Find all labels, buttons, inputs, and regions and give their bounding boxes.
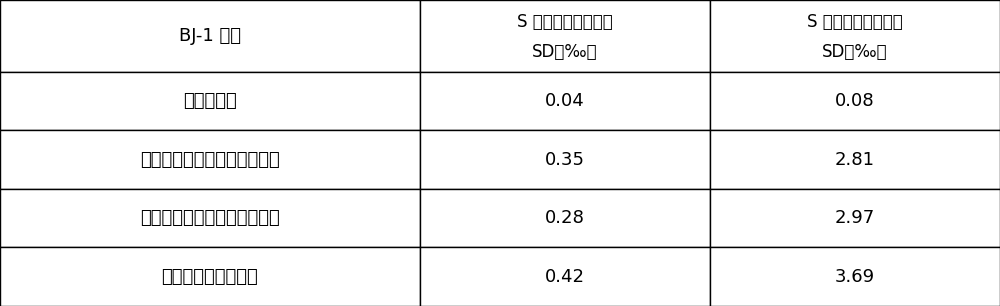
Text: 3.69: 3.69: [835, 268, 875, 286]
Text: 离子排斥板和四级杆电压过高: 离子排斥板和四级杆电压过高: [140, 209, 280, 227]
Bar: [420, 130, 710, 189]
Bar: [0, 189, 420, 248]
Text: 2.81: 2.81: [835, 151, 875, 169]
Text: S 同位素分析准确性: S 同位素分析准确性: [517, 13, 613, 31]
Bar: [710, 72, 1000, 130]
Bar: [420, 248, 710, 306]
Bar: [0, 248, 420, 306]
Bar: [420, 72, 710, 130]
Bar: [710, 248, 1000, 306]
Bar: [0, 0, 420, 72]
Text: 0.08: 0.08: [835, 92, 875, 110]
Text: 本发明方法: 本发明方法: [183, 92, 237, 110]
Text: BJ-1 小麦: BJ-1 小麦: [179, 27, 241, 45]
Text: 0.35: 0.35: [545, 151, 585, 169]
Text: SD（‰）: SD（‰）: [822, 43, 888, 61]
Bar: [710, 130, 1000, 189]
Text: 常规二氧化硫分析法: 常规二氧化硫分析法: [162, 268, 258, 286]
Text: S 同位素分析稳定性: S 同位素分析稳定性: [807, 13, 903, 31]
Text: 0.28: 0.28: [545, 209, 585, 227]
Bar: [420, 0, 710, 72]
Bar: [710, 0, 1000, 72]
Bar: [0, 130, 420, 189]
Text: 0.04: 0.04: [545, 92, 585, 110]
Bar: [0, 72, 420, 130]
Bar: [710, 189, 1000, 248]
Text: 离子排斥板和四级杆电压过低: 离子排斥板和四级杆电压过低: [140, 151, 280, 169]
Text: SD（‰）: SD（‰）: [532, 43, 598, 61]
Text: 0.42: 0.42: [545, 268, 585, 286]
Bar: [420, 189, 710, 248]
Text: 2.97: 2.97: [835, 209, 875, 227]
